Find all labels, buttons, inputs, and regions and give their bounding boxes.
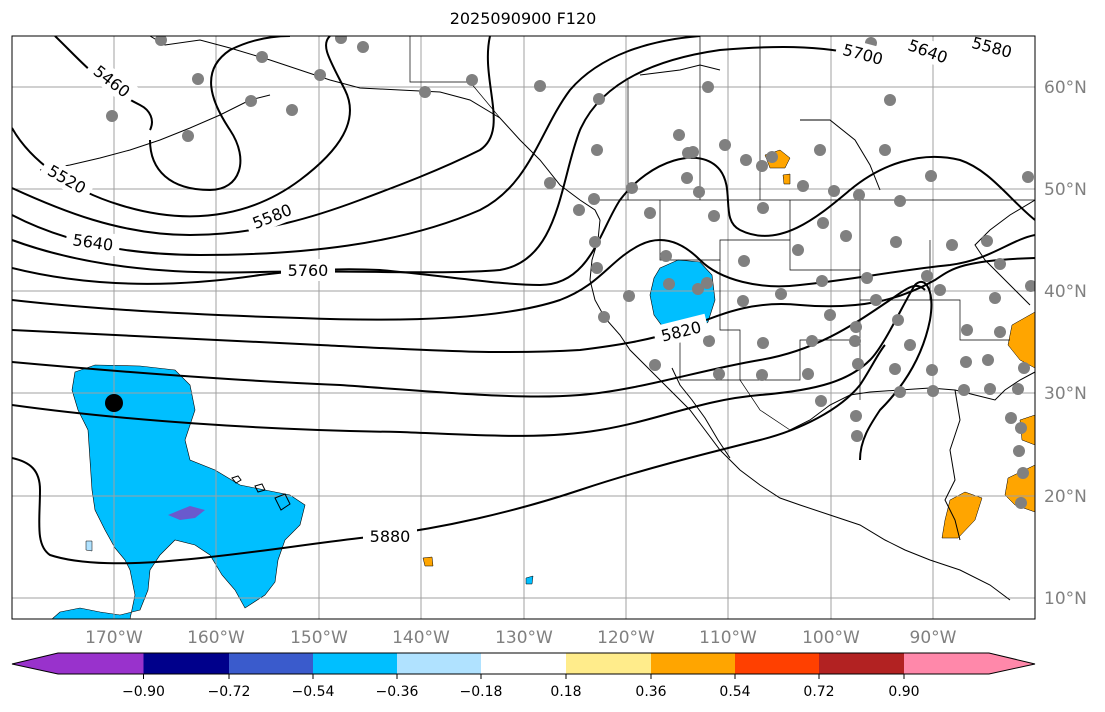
contour-5640 <box>12 36 701 257</box>
colorbar-bin-1 <box>143 653 229 674</box>
positive-anomaly-yucatan <box>941 491 983 539</box>
contour-5860 <box>12 281 933 461</box>
plot-frame <box>11 35 1036 620</box>
colorbar-tick-label: 0.18 <box>550 684 581 700</box>
colorbar-tick-label: −0.36 <box>376 684 419 700</box>
contour-5460-loop <box>149 36 291 192</box>
colorbar-bin-5 <box>481 653 566 674</box>
lon-label-100w: 100°W <box>802 628 860 648</box>
colorbar-extend-low <box>12 653 58 674</box>
contour-5580 <box>12 36 495 237</box>
colorbar-bin-2 <box>229 653 313 674</box>
lat-label-40n: 40°N <box>1044 282 1087 302</box>
colorbar-bin-4 <box>397 653 481 674</box>
colorbar-bin-10 <box>904 653 989 674</box>
lat-label-30n: 30°N <box>1044 384 1087 404</box>
colorbar-bin-7 <box>651 653 735 674</box>
lon-label-110w: 110°W <box>699 628 757 648</box>
positive-anomaly-pacific <box>422 556 434 567</box>
lon-label-140w: 140°W <box>392 628 450 648</box>
colorbar-bin-0 <box>58 653 144 674</box>
colorbar-tick-label: −0.90 <box>122 684 165 700</box>
contour-5700 <box>12 46 881 274</box>
lon-label-120w: 120°W <box>597 628 655 648</box>
lat-label-50n: 50°N <box>1044 180 1087 200</box>
colorbar-bin-8 <box>735 653 819 674</box>
selected-point-marker <box>105 394 123 412</box>
lat-label-20n: 20°N <box>1044 487 1087 507</box>
lon-label-130w: 130°W <box>495 628 553 648</box>
contour-label-5880: 5880 <box>370 527 411 546</box>
colorbar-bin-9 <box>819 653 904 674</box>
colorbar-bin-3 <box>313 653 397 674</box>
colorbar-tick-label: 0.72 <box>803 684 834 700</box>
lon-label-90w: 90°W <box>910 628 957 648</box>
longitude-labels: 170°W 160°W 150°W 140°W 130°W 120°W 110°… <box>85 628 957 648</box>
lon-label-150w: 150°W <box>290 628 348 648</box>
station-dots <box>106 36 1035 509</box>
positive-anomaly-small <box>782 173 791 185</box>
lat-label-10n: 10°N <box>1044 589 1087 609</box>
lon-label-160w: 160°W <box>187 628 245 648</box>
strong-anomaly-patch <box>168 506 205 520</box>
contour-5460 <box>54 36 153 131</box>
latitude-labels: 60°N 50°N 40°N 30°N 20°N 10°N <box>1044 78 1087 609</box>
colorbar-tick-label: −0.54 <box>292 684 335 700</box>
colorbar-bin-6 <box>566 653 651 674</box>
political-boundaries <box>409 36 1035 431</box>
map-title: 2025090900 F120 <box>449 9 597 28</box>
contour-label-5760: 5760 <box>288 261 329 280</box>
colorbar-tick-label: −0.72 <box>208 684 251 700</box>
colorbar-tick-label: −0.18 <box>460 684 503 700</box>
weak-anomaly-patch <box>85 540 93 552</box>
contour-5850 <box>12 284 926 398</box>
colorbar-extend-high <box>989 653 1035 674</box>
colorbar-tick-label: 0.90 <box>888 684 919 700</box>
lat-label-60n: 60°N <box>1044 78 1087 98</box>
colorbar-tick-label: 0.54 <box>719 684 750 700</box>
negative-anomaly-region <box>51 364 306 619</box>
colorbar-tick-label: 0.36 <box>635 684 666 700</box>
colorbar: −0.90 −0.72 −0.54 −0.36 −0.18 0.18 0.36 … <box>11 652 1036 700</box>
weak-anomaly-pacific <box>525 575 534 585</box>
lon-label-170w: 170°W <box>85 628 143 648</box>
contour-5820-north <box>12 234 1035 321</box>
